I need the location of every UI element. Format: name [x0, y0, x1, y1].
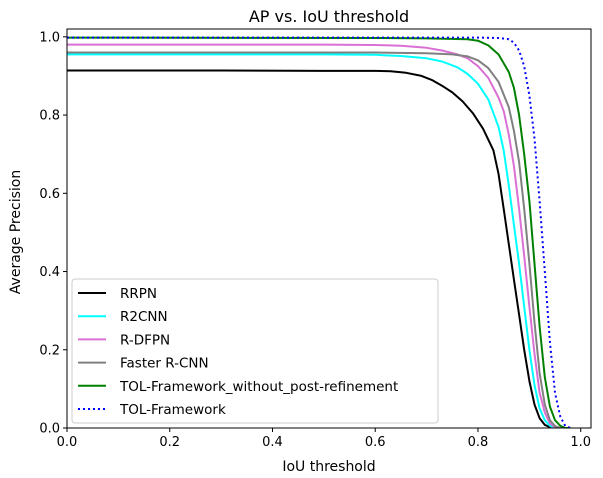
series-line-3 [67, 43, 571, 428]
y-axis-label: Average Precision [8, 170, 24, 294]
series-line-4 [67, 51, 571, 428]
x-tick-label-5: 1.0 [570, 435, 591, 450]
chart-title: AP vs. IoU threshold [249, 7, 409, 26]
y-tick-label-2: 0.4 [39, 265, 60, 280]
legend-label-6: TOL-Framework [119, 402, 226, 418]
x-tick-label-3: 0.6 [365, 435, 386, 450]
x-tick-label-4: 0.8 [468, 435, 489, 450]
y-tick-label-5: 1.0 [39, 30, 60, 45]
y-tick-label-4: 0.8 [39, 109, 60, 124]
legend-label-5: TOL-Framework_without_post-refinement [119, 379, 398, 395]
legend-label-3: R-DFPN [120, 332, 170, 348]
series-line-6 [67, 36, 571, 428]
series-line-5 [67, 36, 571, 428]
legend-label-4: Faster R-CNN [120, 356, 209, 372]
plot-area: 0.0 0.2 0.4 0.6 0.8 1.0 0.0 0.2 0.4 0.6 0.8 1.0 RRPN… [39, 28, 592, 450]
legend-label-1: RRPN [120, 286, 157, 302]
y-tick-label-3: 0.6 [39, 187, 60, 202]
x-tick-label-2: 0.4 [262, 435, 283, 450]
series-line-2 [67, 53, 571, 428]
y-tick-label-0: 0.0 [39, 422, 60, 437]
y-tick-label-1: 0.2 [39, 343, 60, 358]
x-tick-label-1: 0.2 [159, 435, 180, 450]
series-line-1 [67, 69, 571, 428]
legend-box [71, 278, 439, 424]
plot-frame [66, 28, 592, 429]
series-group [67, 36, 571, 428]
x-tick-label-0: 0.0 [57, 435, 78, 450]
legend-label-2: R2CNN [120, 309, 168, 325]
x-axis-label: IoU threshold [282, 459, 375, 475]
